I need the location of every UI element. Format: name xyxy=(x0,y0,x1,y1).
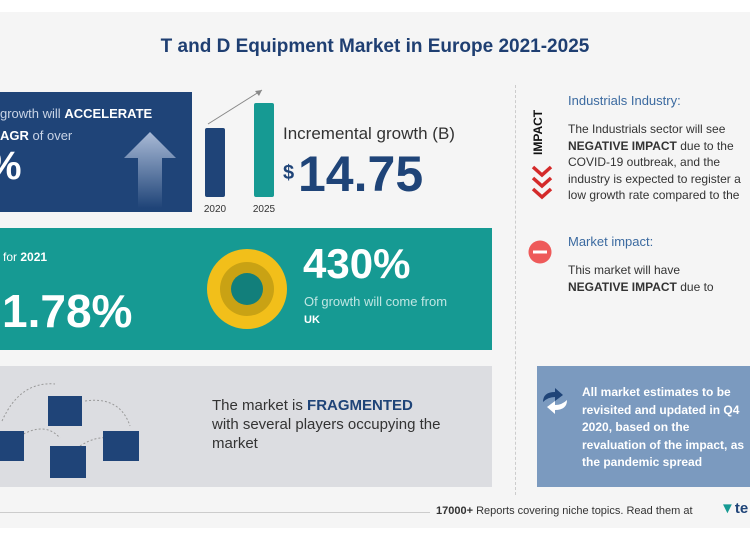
cagr-line1: growth will ACCELERATE xyxy=(0,106,152,121)
minus-circle-icon xyxy=(528,240,552,264)
fragment-pre: The market is xyxy=(212,397,303,414)
divider xyxy=(515,85,516,495)
cagr-abbr: AGR xyxy=(0,128,29,143)
currency-symbol: $ xyxy=(283,162,295,184)
growth-box: for 2021 1.78% 430% Of growth will come … xyxy=(0,228,492,350)
page-title: T and D Equipment Market in Europe 2021-… xyxy=(160,36,590,57)
bar-label-2020: 2020 xyxy=(204,204,227,215)
market-bold: NEGATIVE IMPACT xyxy=(568,279,677,294)
fragment-bold: FRAGMENTED xyxy=(307,397,413,414)
market-pre: This market will have xyxy=(568,263,681,277)
cagr-value: % xyxy=(0,144,22,189)
trend-arrow-head xyxy=(255,90,262,96)
vendor-landscape-box: The market is FRAGMENTED with several pla… xyxy=(0,366,492,487)
footer-count: 17000+ xyxy=(436,505,474,517)
market-post: due to pandemic xyxy=(680,279,714,294)
cagr-of-over: of over xyxy=(32,128,73,143)
impact-vertical-label: IMPACT xyxy=(531,109,545,155)
up-arrow-icon xyxy=(124,132,176,208)
incremental-value: 14.75 xyxy=(298,146,424,202)
target-icon xyxy=(207,249,287,329)
industry-text: The Industrials sector will see NEGATIVE… xyxy=(568,121,750,205)
logo-icon: ▼ xyxy=(720,500,735,517)
cagr-line2: AGR of over xyxy=(0,128,72,143)
footer-caption: Reports covering niche topics. Read them… xyxy=(476,505,693,517)
industry-post: due to the COVID-19 outbreak, and the in… xyxy=(568,138,741,206)
yoy-for: for xyxy=(3,250,18,264)
accelerate-text: ACCELERATE xyxy=(64,106,153,121)
brand-logo[interactable]: ▼te xyxy=(720,500,748,517)
fragmented-text: The market is FRAGMENTED with several pla… xyxy=(212,396,482,453)
bar-2020 xyxy=(205,128,225,197)
brand-text: te xyxy=(734,500,749,517)
trend-arrow xyxy=(207,89,263,125)
update-note-text: All market estimates to be revisited and… xyxy=(582,385,745,474)
region-share-value: 430% xyxy=(303,240,411,287)
yoy-value: 1.78% xyxy=(2,285,133,337)
buildings-network-icon xyxy=(0,383,139,478)
footer-line xyxy=(0,512,430,513)
yoy-label: for 2021 xyxy=(3,250,47,264)
industry-bold: NEGATIVE IMPACT xyxy=(568,138,677,153)
incremental-label: Incremental growth (B) xyxy=(283,124,455,143)
cagr-text: growth will xyxy=(0,106,61,121)
bar-2025 xyxy=(254,103,274,197)
refresh-icon xyxy=(543,388,567,414)
yoy-year: 2021 xyxy=(20,250,48,264)
fragment-post: with several players occupying the marke… xyxy=(212,416,441,452)
region-country: UK xyxy=(304,314,320,326)
bar-label-2025: 2025 xyxy=(253,204,276,215)
region-text: Of growth will come from xyxy=(304,294,448,309)
industry-pre: The Industrials sector will see xyxy=(568,122,726,136)
footer-text: 17000+ Reports covering niche topics. Re… xyxy=(436,505,693,517)
chevrons-down-icon xyxy=(531,165,553,200)
market-impact-heading: Market impact: xyxy=(568,234,654,249)
market-impact-text: This market will have NEGATIVE IMPACT due… xyxy=(568,262,750,296)
industry-heading: Industrials Industry: xyxy=(568,93,681,108)
cagr-box: growth will ACCELERATE AGR of over % xyxy=(0,92,192,212)
update-note-box: All market estimates to be revisited and… xyxy=(537,366,750,487)
growth-bar-chart: 2020 2025 xyxy=(204,89,276,215)
